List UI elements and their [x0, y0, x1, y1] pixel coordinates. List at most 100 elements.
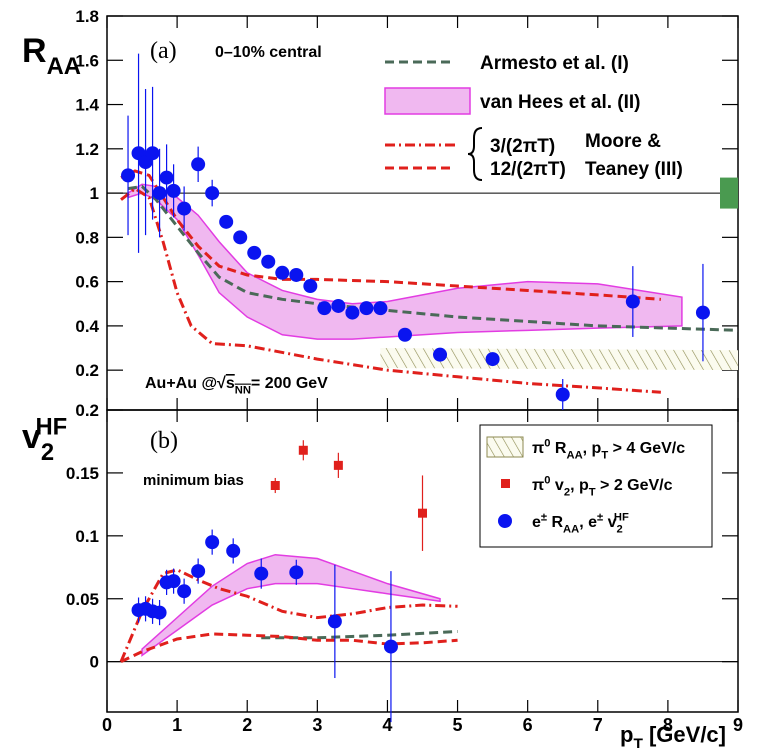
y-tick-label: 0 [90, 653, 99, 672]
data-point [254, 566, 269, 581]
y-axis-title: RAA [22, 32, 81, 80]
text-part: Au+Au @ [145, 375, 217, 392]
text-part: v [550, 477, 563, 494]
data-point [383, 639, 398, 654]
legend-swatch [486, 436, 524, 458]
text-part: AA [566, 450, 582, 462]
annotation: minimum bias [143, 472, 244, 489]
text-part: √ [217, 375, 226, 392]
data-point [191, 157, 206, 172]
data-point [275, 265, 290, 280]
panel-label: (b) [150, 428, 178, 454]
x-tick-label: 1 [172, 715, 182, 735]
data-point [695, 305, 710, 320]
text-part: , p [570, 477, 589, 494]
legend-label: Armesto et al. (I) [480, 53, 629, 74]
model-curve [119, 568, 458, 663]
data-point [345, 305, 360, 320]
text-part: T [589, 487, 596, 499]
text-part: π [532, 440, 544, 457]
text-part: HF [35, 413, 67, 440]
data-point [397, 327, 412, 342]
legend-swatch [501, 479, 510, 488]
data-point [331, 298, 346, 313]
data-point [261, 254, 276, 269]
panel-label: (a) [150, 38, 177, 64]
y-axis-title: v2HF [22, 413, 67, 466]
x-axis-title: pT [GeV/c] [620, 722, 726, 748]
y-tick-label: 1.8 [75, 7, 99, 26]
x-tick-label: 3 [312, 715, 322, 735]
data-point [159, 170, 174, 185]
text-part: = 200 GeV [251, 375, 328, 392]
legend-label: 12/(2πT) [490, 159, 566, 180]
data-point [152, 186, 167, 201]
model-curve [120, 632, 458, 664]
annotation: 0–10% central [215, 44, 322, 61]
data-point [205, 186, 220, 201]
text-part: 2 [41, 439, 54, 466]
energy-label: Au+Au @√sNN= 200 GeV [145, 375, 328, 397]
x-tick-label: 6 [523, 715, 533, 735]
text-part: R [550, 440, 566, 457]
model-band [127, 183, 683, 340]
y-tick-label: 0.2 [75, 401, 99, 420]
data-point [121, 168, 136, 183]
data-point [145, 146, 160, 161]
brace [467, 127, 483, 181]
text-part: s [226, 375, 235, 392]
model-curve [120, 169, 661, 301]
text-part: > 4 GeV/c [608, 440, 685, 457]
norm-uncertainty [720, 177, 738, 209]
text-part: 2 [564, 487, 570, 499]
y-tick-label: 1.2 [75, 140, 99, 159]
x-tick-label: 8 [663, 715, 673, 735]
text-part: π [532, 477, 544, 494]
text-part: 2 [617, 524, 623, 536]
legend-label: π0 RAA, pT > 4 GeV/c [532, 438, 685, 462]
legend-label: Teaney (III) [585, 159, 683, 180]
data-point [233, 230, 248, 245]
frame-b [106, 409, 739, 713]
text-part: 0 [544, 475, 550, 487]
text-part: NN [235, 385, 251, 397]
data-point [177, 584, 192, 599]
legend-swatch [384, 87, 471, 115]
data-point [289, 565, 304, 580]
text-part: AA [563, 524, 579, 536]
data-point [226, 543, 241, 558]
data-point [289, 267, 304, 282]
data-point [303, 279, 318, 294]
text-part: R [547, 514, 563, 531]
data-point [166, 574, 181, 589]
text-part: , p [583, 440, 602, 457]
data-point [327, 614, 342, 629]
text-part: ± [597, 512, 603, 524]
y-tick-label: 0.8 [75, 228, 99, 247]
text-part: T [601, 450, 608, 462]
data-point [359, 301, 374, 316]
legend-swatch [498, 514, 512, 528]
text-part: HF [614, 512, 629, 524]
text-part: AA [47, 53, 81, 80]
text-part: 0 [544, 438, 550, 450]
y-tick-label: 1 [90, 184, 99, 203]
data-point [247, 245, 262, 260]
text-part: R [22, 32, 47, 70]
legend-label: e± RAA, e± v2HF [532, 512, 629, 536]
model-curve [120, 186, 661, 394]
data-point [418, 508, 427, 518]
text-part: p [620, 722, 633, 747]
text-part: e [532, 514, 541, 531]
model-band [141, 553, 441, 657]
model-curve [127, 184, 739, 332]
data-point [166, 183, 181, 198]
legend-label: van Hees et al. (II) [480, 92, 641, 113]
reference-band [380, 348, 738, 371]
x-tick-label: 9 [733, 715, 743, 735]
data-point [152, 605, 167, 620]
data-point [191, 564, 206, 579]
data-point [317, 301, 332, 316]
